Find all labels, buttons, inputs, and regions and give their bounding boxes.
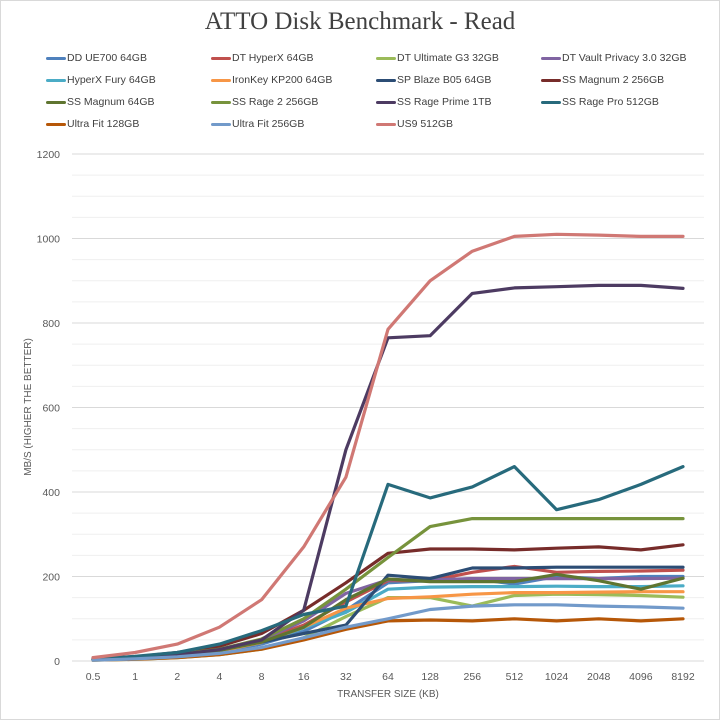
legend-swatch bbox=[541, 100, 561, 104]
legend-item: DD UE700 64GB bbox=[46, 52, 147, 64]
legend-label: Ultra Fit 256GB bbox=[232, 118, 305, 130]
legend-swatch bbox=[46, 122, 66, 126]
legend-item: Ultra Fit 128GB bbox=[46, 118, 139, 130]
y-tick-label: 400 bbox=[42, 487, 60, 499]
legend-label: SS Rage 2 256GB bbox=[232, 96, 319, 108]
series-ultra-fit-256gb bbox=[91, 603, 685, 662]
y-tick-label: 1200 bbox=[37, 149, 61, 161]
legend-item: SP Blaze B05 64GB bbox=[376, 74, 491, 86]
legend-item: Ultra Fit 256GB bbox=[211, 118, 304, 130]
legend-item: DT HyperX 64GB bbox=[211, 52, 314, 64]
x-tick-label: 0.5 bbox=[86, 671, 101, 683]
series-lines bbox=[91, 232, 685, 662]
legend-item: US9 512GB bbox=[376, 118, 453, 130]
series-line bbox=[91, 283, 685, 661]
legend-label: US9 512GB bbox=[397, 118, 454, 130]
legend-swatch bbox=[46, 100, 66, 104]
gridlines bbox=[72, 153, 704, 662]
legend-swatch bbox=[211, 56, 231, 60]
x-tick-label: 8192 bbox=[671, 671, 695, 683]
x-tick-label: 1 bbox=[132, 671, 138, 683]
legend-label: IronKey KP200 64GB bbox=[232, 74, 333, 86]
y-axis-ticks: 0 200 400 600 800 1000 1200 bbox=[37, 149, 61, 668]
series-line bbox=[91, 232, 685, 660]
legend-item: HyperX Fury 64GB bbox=[46, 74, 156, 86]
x-tick-label: 1024 bbox=[545, 671, 569, 683]
legend-label: DT HyperX 64GB bbox=[232, 52, 314, 64]
legend-item: SS Magnum 2 256GB bbox=[541, 74, 664, 86]
legend-item: DT Vault Privacy 3.0 32GB bbox=[541, 52, 687, 64]
legend-item: SS Rage Pro 512GB bbox=[541, 96, 659, 108]
legend-swatch bbox=[376, 78, 396, 82]
legend-swatch bbox=[376, 122, 396, 126]
legend-swatch bbox=[211, 100, 231, 104]
x-tick-label: 4096 bbox=[629, 671, 653, 683]
legend-label: SS Magnum 2 256GB bbox=[562, 74, 665, 86]
legend-label: SP Blaze B05 64GB bbox=[397, 74, 492, 86]
legend-item: SS Rage Prime 1TB bbox=[376, 96, 492, 108]
legend-swatch bbox=[376, 56, 396, 60]
x-tick-label: 32 bbox=[340, 671, 352, 683]
legend-label: SS Rage Pro 512GB bbox=[562, 96, 659, 108]
legend-label: Ultra Fit 128GB bbox=[67, 118, 140, 130]
y-tick-label: 200 bbox=[42, 572, 60, 584]
x-tick-label: 512 bbox=[506, 671, 524, 683]
legend-label: DD UE700 64GB bbox=[67, 52, 147, 64]
series-line bbox=[91, 465, 685, 661]
legend-swatch bbox=[46, 78, 66, 82]
x-tick-label: 8 bbox=[259, 671, 265, 683]
legend-swatch bbox=[211, 78, 231, 82]
x-tick-label: 4 bbox=[217, 671, 223, 683]
legend-item: IronKey KP200 64GB bbox=[211, 74, 332, 86]
legend-swatch bbox=[211, 122, 231, 126]
x-axis-title: TRANSFER SIZE (KB) bbox=[337, 689, 439, 700]
legend-item: SS Magnum 64GB bbox=[46, 96, 155, 108]
legend-swatch bbox=[541, 56, 561, 60]
x-tick-label: 2 bbox=[174, 671, 180, 683]
x-tick-label: 16 bbox=[298, 671, 310, 683]
legend-swatch bbox=[541, 78, 561, 82]
y-axis-title: MB/S (HIGHER THE BETTER) bbox=[23, 338, 34, 476]
series-line bbox=[91, 603, 685, 662]
legend-label: SS Magnum 64GB bbox=[67, 96, 155, 108]
x-tick-label: 64 bbox=[382, 671, 394, 683]
series-ss-rage-pro-512gb bbox=[91, 465, 685, 661]
y-tick-label: 0 bbox=[54, 656, 60, 668]
series-line bbox=[91, 590, 685, 662]
x-tick-label: 2048 bbox=[587, 671, 611, 683]
legend-swatch bbox=[376, 100, 396, 104]
legend-label: SS Rage Prime 1TB bbox=[397, 96, 492, 108]
x-tick-label: 256 bbox=[464, 671, 482, 683]
y-tick-label: 1000 bbox=[37, 234, 61, 246]
y-tick-label: 800 bbox=[42, 318, 60, 330]
y-tick-label: 600 bbox=[42, 403, 60, 415]
series-us9-512gb bbox=[91, 232, 685, 660]
series-ss-rage-prime-1tb bbox=[91, 283, 685, 661]
legend-label: HyperX Fury 64GB bbox=[67, 74, 156, 86]
legend-swatch bbox=[46, 56, 66, 60]
legend-item: DT Ultimate G3 32GB bbox=[376, 52, 499, 64]
x-axis-ticks: 0.5 1 2 4 8 16 32 64 128 256 512 1024 2048 4096 8192 bbox=[86, 671, 695, 683]
x-tick-label: 128 bbox=[421, 671, 439, 683]
legend-label: DT Vault Privacy 3.0 32GB bbox=[562, 52, 687, 64]
legend-item: SS Rage 2 256GB bbox=[211, 96, 318, 108]
legend-label: DT Ultimate G3 32GB bbox=[397, 52, 499, 64]
series-ironkey-kp200-64gb bbox=[91, 590, 685, 662]
chart-title: ATTO Disk Benchmark - Read bbox=[204, 8, 516, 35]
